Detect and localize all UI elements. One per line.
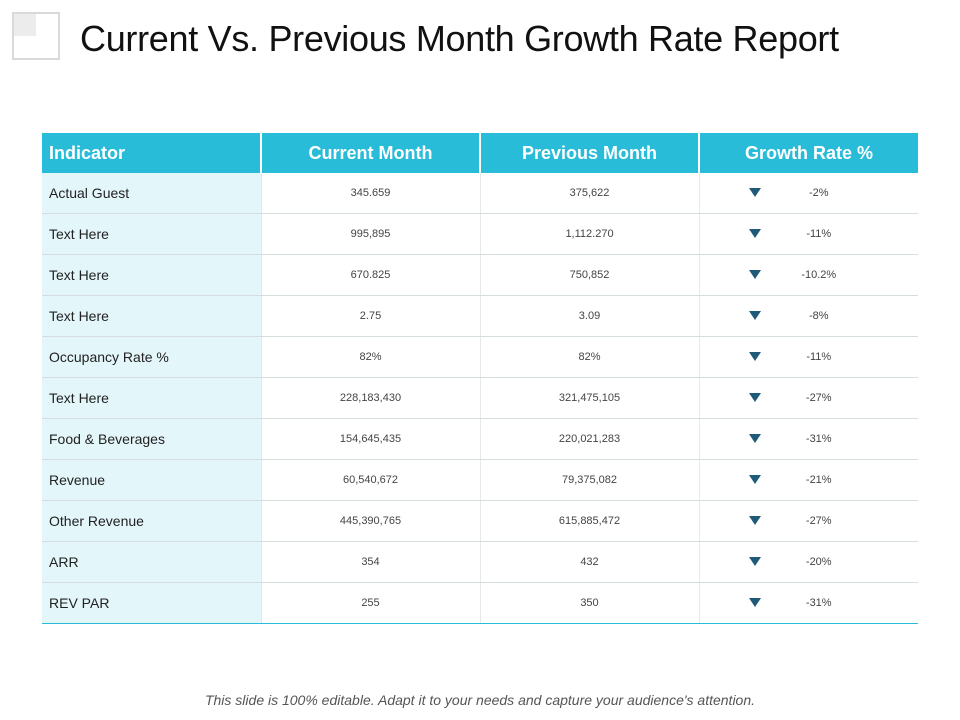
growth-rate-value: -27%: [805, 392, 832, 404]
current-month-cell: 354: [261, 541, 481, 583]
growth-rate-value: -20%: [805, 556, 832, 568]
triangle-down-icon: [748, 229, 761, 238]
current-month-cell: 82%: [261, 336, 481, 378]
growth-rate-wrap: -2%: [700, 173, 919, 213]
indicator-cell: Text Here: [42, 254, 262, 296]
growth-rate-value: -27%: [805, 515, 832, 527]
triangle-down-icon: [748, 311, 761, 320]
previous-month-cell: 375,622: [480, 173, 700, 214]
current-month-cell: 345.659: [261, 173, 481, 214]
triangle-down-icon: [748, 516, 761, 525]
current-month-cell: 445,390,765: [261, 500, 481, 542]
growth-rate-cell: -8%: [699, 295, 919, 337]
current-month-cell: 255: [261, 582, 481, 624]
previous-month-cell: 82%: [480, 336, 700, 378]
previous-month-cell: 750,852: [480, 254, 700, 296]
previous-month-cell: 615,885,472: [480, 500, 700, 542]
current-month-cell: 995,895: [261, 213, 481, 255]
triangle-down-icon: [748, 270, 761, 279]
previous-month-cell: 3.09: [480, 295, 700, 337]
indicator-cell: Text Here: [42, 213, 262, 255]
footer-note: This slide is 100% editable. Adapt it to…: [204, 692, 756, 708]
current-month-cell: 670.825: [261, 254, 481, 296]
growth-rate-cell: -27%: [699, 377, 919, 419]
table-row: Actual Guest 345.659 375,622 -2%: [42, 173, 918, 214]
previous-month-cell: 79,375,082: [480, 459, 700, 501]
table-row: REV PAR 255 350 -31%: [42, 582, 919, 624]
growth-rate-cell: -27%: [699, 500, 919, 542]
current-month-cell: 154,645,435: [261, 418, 481, 460]
table-row: Text Here 2.75 3.09 -8%: [42, 295, 919, 337]
current-month-cell: 2.75: [261, 295, 481, 337]
indicator-cell: Actual Guest: [42, 173, 262, 214]
growth-rate-wrap: -27%: [700, 501, 919, 541]
table-row: Text Here 995,895 1,112.270 -11%: [42, 213, 919, 255]
growth-rate-cell: -20%: [699, 541, 919, 583]
growth-rate-value: -11%: [806, 228, 832, 240]
growth-rate-cell: -10.2%: [699, 254, 919, 296]
growth-rate-wrap: -20%: [700, 542, 919, 582]
indicator-cell: Occupancy Rate %: [42, 336, 262, 378]
logo-corner-shape: [14, 14, 36, 36]
previous-month-cell: 432: [480, 541, 700, 583]
growth-rate-cell: -2%: [699, 173, 918, 214]
table-row: Text Here 670.825 750,852 -10.2%: [42, 254, 919, 296]
triangle-down-icon: [748, 557, 761, 566]
growth-rate-value: -31%: [805, 597, 832, 609]
table-row: Text Here 228,183,430 321,475,105 -27%: [42, 377, 919, 419]
growth-rate-cell: -21%: [699, 459, 919, 501]
previous-month-cell: 321,475,105: [480, 377, 700, 419]
column-header-current-month: Current Month: [261, 133, 481, 173]
table-row: Revenue 60,540,672 79,375,082 -21%: [42, 459, 919, 501]
current-month-cell: 60,540,672: [261, 459, 481, 501]
previous-month-cell: 220,021,283: [480, 418, 700, 460]
page-title: Current Vs. Previous Month Growth Rate R…: [80, 18, 839, 59]
indicator-cell: ARR: [42, 541, 262, 583]
growth-rate-wrap: -10.2%: [700, 255, 919, 295]
column-header-previous-month: Previous Month: [480, 133, 700, 173]
growth-rate-wrap: -21%: [700, 460, 919, 500]
growth-rate-cell: -11%: [699, 336, 919, 378]
growth-rate-wrap: -11%: [700, 214, 919, 254]
indicator-cell: Other Revenue: [42, 500, 262, 542]
table-row: Occupancy Rate % 82% 82% -11%: [42, 336, 919, 378]
table-row: Other Revenue 445,390,765 615,885,472 -27%: [42, 500, 919, 542]
table-row: Food & Beverages 154,645,435 220,021,283 -3…: [42, 418, 919, 460]
growth-rate-cell: -31%: [699, 418, 919, 460]
growth-rate-wrap: -31%: [700, 583, 919, 623]
triangle-down-icon: [748, 352, 761, 361]
column-header-growth-rate: Growth Rate %: [699, 133, 918, 173]
growth-rate-wrap: -11%: [700, 337, 919, 377]
growth-rate-wrap: -27%: [700, 378, 919, 418]
growth-rate-wrap: -8%: [700, 296, 919, 336]
indicator-cell: Text Here: [42, 295, 262, 337]
growth-rate-table: Indicator Current Month Previous Month G…: [42, 133, 918, 624]
growth-rate-value: -31%: [805, 433, 832, 445]
triangle-down-icon: [748, 475, 761, 484]
current-month-cell: 228,183,430: [261, 377, 481, 419]
table-row: ARR 354 432 -20%: [42, 541, 919, 583]
previous-month-cell: 1,112.270: [480, 213, 700, 255]
growth-rate-value: -10.2%: [801, 269, 837, 281]
growth-rate-value: -8%: [808, 310, 829, 322]
growth-rate-wrap: -31%: [700, 419, 919, 459]
indicator-cell: REV PAR: [42, 582, 262, 624]
indicator-cell: Food & Beverages: [42, 418, 262, 460]
indicator-cell: Revenue: [42, 459, 262, 501]
logo-placeholder: [12, 12, 60, 60]
column-header-indicator: Indicator: [42, 133, 262, 173]
table-header-row: Indicator Current Month Previous Month G…: [42, 133, 918, 173]
growth-rate-value: -21%: [805, 474, 832, 486]
triangle-down-icon: [748, 434, 761, 443]
growth-rate-value: -2%: [808, 187, 829, 199]
growth-rate-value: -11%: [806, 351, 832, 363]
growth-rate-cell: -31%: [699, 582, 919, 624]
triangle-down-icon: [748, 598, 761, 607]
triangle-down-icon: [748, 393, 761, 402]
indicator-cell: Text Here: [42, 377, 262, 419]
previous-month-cell: 350: [480, 582, 700, 624]
growth-rate-cell: -11%: [699, 213, 919, 255]
triangle-down-icon: [748, 188, 761, 197]
